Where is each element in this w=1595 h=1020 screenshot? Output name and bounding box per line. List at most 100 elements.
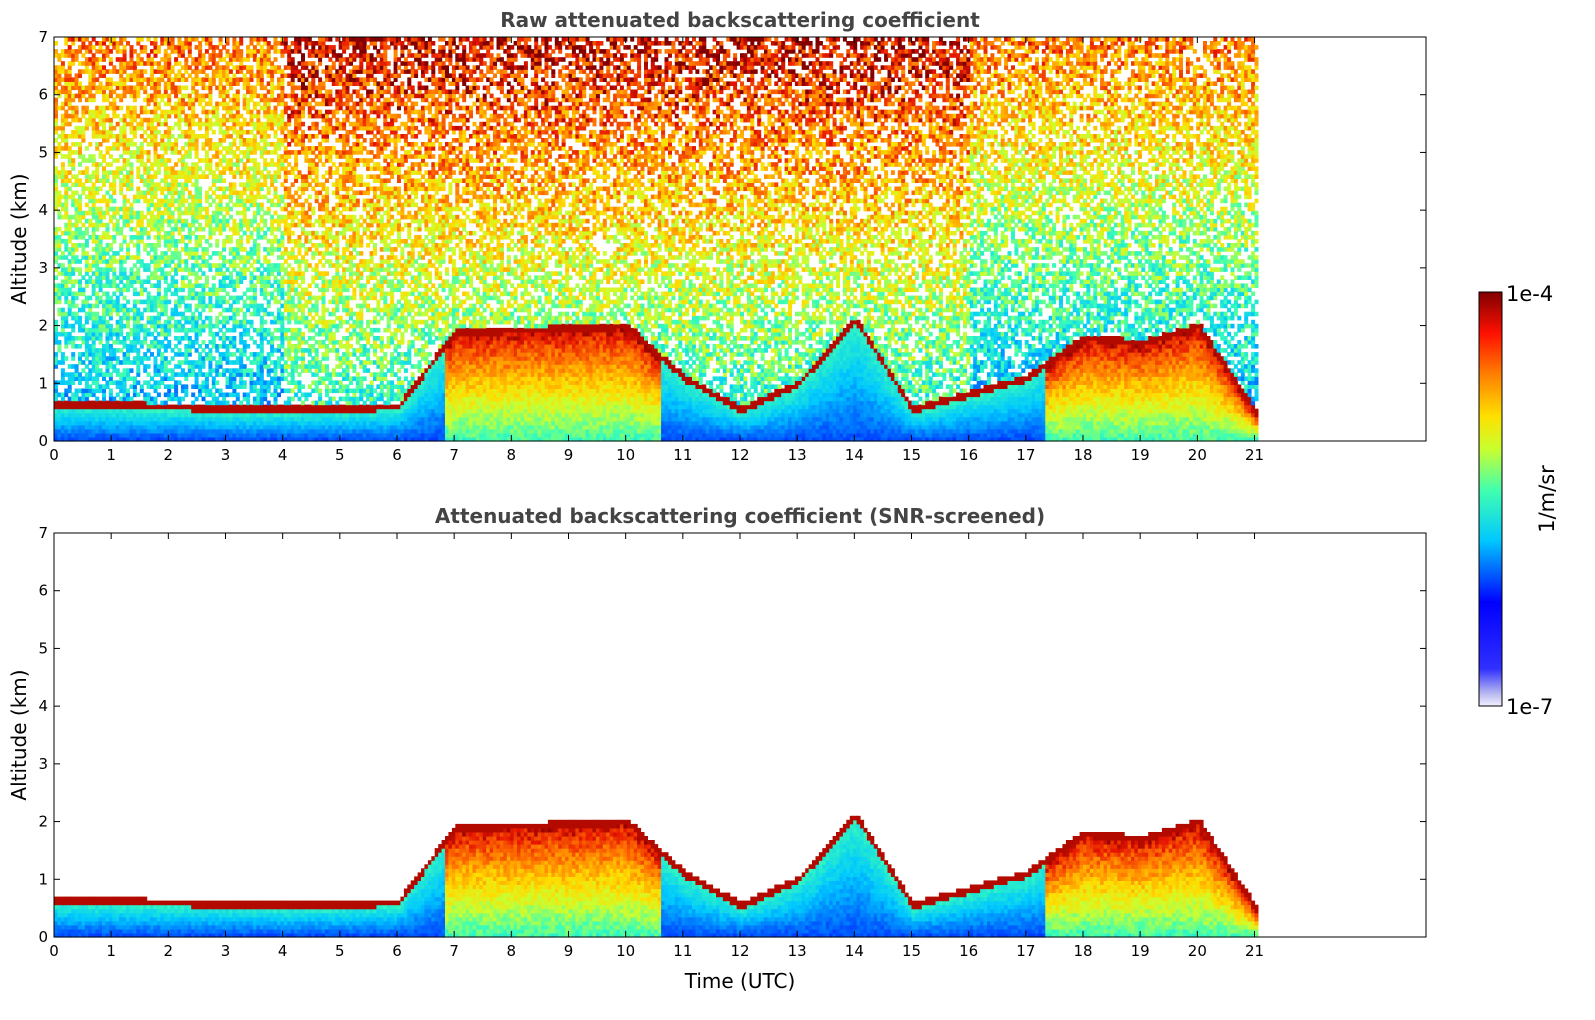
heatmap-cell: [239, 203, 243, 208]
heatmap-cell: [205, 158, 209, 163]
heatmap-cell: [284, 45, 288, 50]
heatmap-cell: [112, 102, 116, 107]
heatmap-cell: [171, 312, 175, 317]
heatmap-cell: [92, 255, 96, 260]
heatmap-cell: [260, 397, 264, 402]
heatmap-cell: [150, 61, 154, 66]
heatmap-cell: [208, 138, 212, 143]
heatmap-cell: [232, 328, 236, 333]
heatmap-cell: [68, 49, 72, 54]
heatmap-cell: [81, 304, 85, 309]
heatmap-cell: [191, 37, 195, 42]
heatmap-cell: [171, 292, 175, 297]
heatmap-cell: [99, 243, 103, 248]
heatmap-cell: [57, 360, 61, 365]
heatmap-cell: [291, 300, 295, 305]
heatmap-cell: [260, 126, 264, 131]
heatmap-cell: [136, 61, 140, 66]
heatmap-cell: [61, 130, 65, 135]
heatmap-cell: [267, 364, 271, 369]
heatmap-cell: [263, 110, 267, 115]
heatmap-cell: [154, 146, 158, 151]
heatmap-cell: [226, 49, 230, 54]
heatmap-cell: [294, 368, 298, 373]
heatmap-cell: [274, 195, 278, 200]
heatmap-cell: [174, 384, 178, 389]
heatmap-cell: [81, 300, 85, 305]
heatmap-cell: [239, 376, 243, 381]
heatmap-cell: [68, 235, 72, 240]
heatmap-cell: [243, 118, 247, 123]
heatmap-cell: [167, 57, 171, 62]
heatmap-cell: [143, 352, 147, 357]
heatmap-cell: [157, 417, 161, 422]
heatmap-cell: [280, 288, 284, 293]
heatmap-cell: [136, 94, 140, 99]
heatmap-cell: [246, 106, 250, 111]
heatmap-cell: [232, 405, 236, 410]
heatmap-cell: [81, 292, 85, 297]
heatmap-cell: [171, 110, 175, 115]
heatmap-cell: [157, 49, 161, 54]
heatmap-cell: [202, 348, 206, 353]
heatmap-cell: [253, 187, 257, 192]
heatmap-cell: [171, 199, 175, 204]
heatmap-cell: [232, 425, 236, 430]
heatmap-cell: [232, 130, 236, 135]
heatmap-cell: [57, 308, 61, 313]
heatmap-cell: [287, 429, 291, 434]
heatmap-cell: [150, 425, 154, 430]
heatmap-cell: [154, 271, 158, 276]
heatmap-cell: [263, 417, 267, 422]
heatmap-cell: [260, 304, 264, 309]
heatmap-cell: [219, 312, 223, 317]
heatmap-cell: [205, 413, 209, 418]
heatmap-cell: [274, 360, 278, 365]
heatmap-cell: [157, 352, 161, 357]
heatmap-cell: [298, 332, 302, 337]
heatmap-cell: [232, 255, 236, 260]
heatmap-cell: [178, 207, 182, 212]
heatmap-cell: [167, 376, 171, 381]
heatmap-cell: [181, 360, 185, 365]
heatmap-cell: [243, 393, 247, 398]
heatmap-cell: [202, 227, 206, 232]
heatmap-cell: [167, 174, 171, 179]
heatmap-cell: [136, 405, 140, 410]
heatmap-cell: [136, 199, 140, 204]
heatmap-cell: [215, 102, 219, 107]
heatmap-cell: [208, 86, 212, 91]
heatmap-cell: [116, 174, 120, 179]
heatmap-cell: [102, 106, 106, 111]
heatmap-cell: [232, 187, 236, 192]
heatmap-cell: [116, 433, 120, 438]
heatmap-cell: [253, 356, 257, 361]
heatmap-cell: [133, 356, 137, 361]
heatmap-cell: [143, 243, 147, 248]
heatmap-cell: [256, 162, 260, 167]
heatmap-cell: [92, 433, 96, 438]
heatmap-cell: [123, 195, 127, 200]
heatmap-cell: [112, 37, 116, 42]
heatmap-cell: [171, 417, 175, 422]
heatmap-cell: [222, 98, 226, 103]
heatmap-cell: [126, 288, 130, 293]
heatmap-cell: [215, 243, 219, 248]
heatmap-cell: [280, 255, 284, 260]
heatmap-cell: [109, 360, 113, 365]
heatmap-cell: [195, 324, 199, 329]
heatmap-cell: [143, 45, 147, 50]
heatmap-cell: [280, 182, 284, 187]
heatmap-cell: [236, 397, 240, 402]
heatmap-cell: [232, 251, 236, 256]
heatmap-cell: [143, 166, 147, 171]
heatmap-cell: [253, 275, 257, 280]
heatmap-cell: [81, 45, 85, 50]
heatmap-cell: [274, 413, 278, 418]
heatmap-cell: [68, 170, 72, 175]
heatmap-cell: [130, 45, 134, 50]
heatmap-cell: [147, 263, 151, 268]
heatmap-cell: [294, 162, 298, 167]
heatmap-cell: [287, 425, 291, 430]
heatmap-cell: [130, 203, 134, 208]
